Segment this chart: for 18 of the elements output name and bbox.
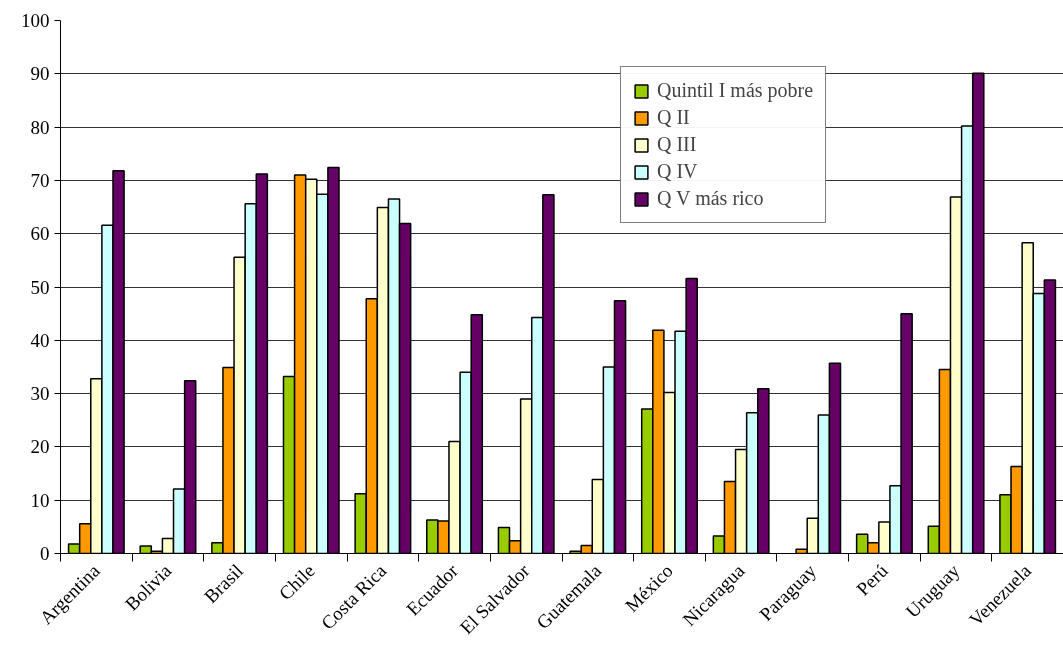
y-tick-label: 90 [30,63,50,85]
y-tick-label: 70 [30,169,50,191]
y-tick-label: 0 [40,543,50,564]
legend-label: Q III [657,133,697,156]
y-tick-label: 10 [30,489,50,511]
x-tick-label: Chile [274,560,319,605]
y-tick-label: 80 [30,116,50,138]
x-tick-label: Perú [852,559,893,600]
y-tick-label: 60 [30,223,50,245]
legend-label: Q IV [657,160,698,183]
legend-label: Q V más rico [657,187,764,210]
y-tick-label: 20 [30,436,50,458]
y-tick-label: 50 [30,276,50,298]
y-tick-label: 30 [30,383,50,405]
y-tick-label: 40 [30,329,50,351]
y-tick-label: 100 [21,10,50,31]
legend-label: Quintil I más pobre [657,79,814,102]
legend-label: Q II [657,106,690,129]
